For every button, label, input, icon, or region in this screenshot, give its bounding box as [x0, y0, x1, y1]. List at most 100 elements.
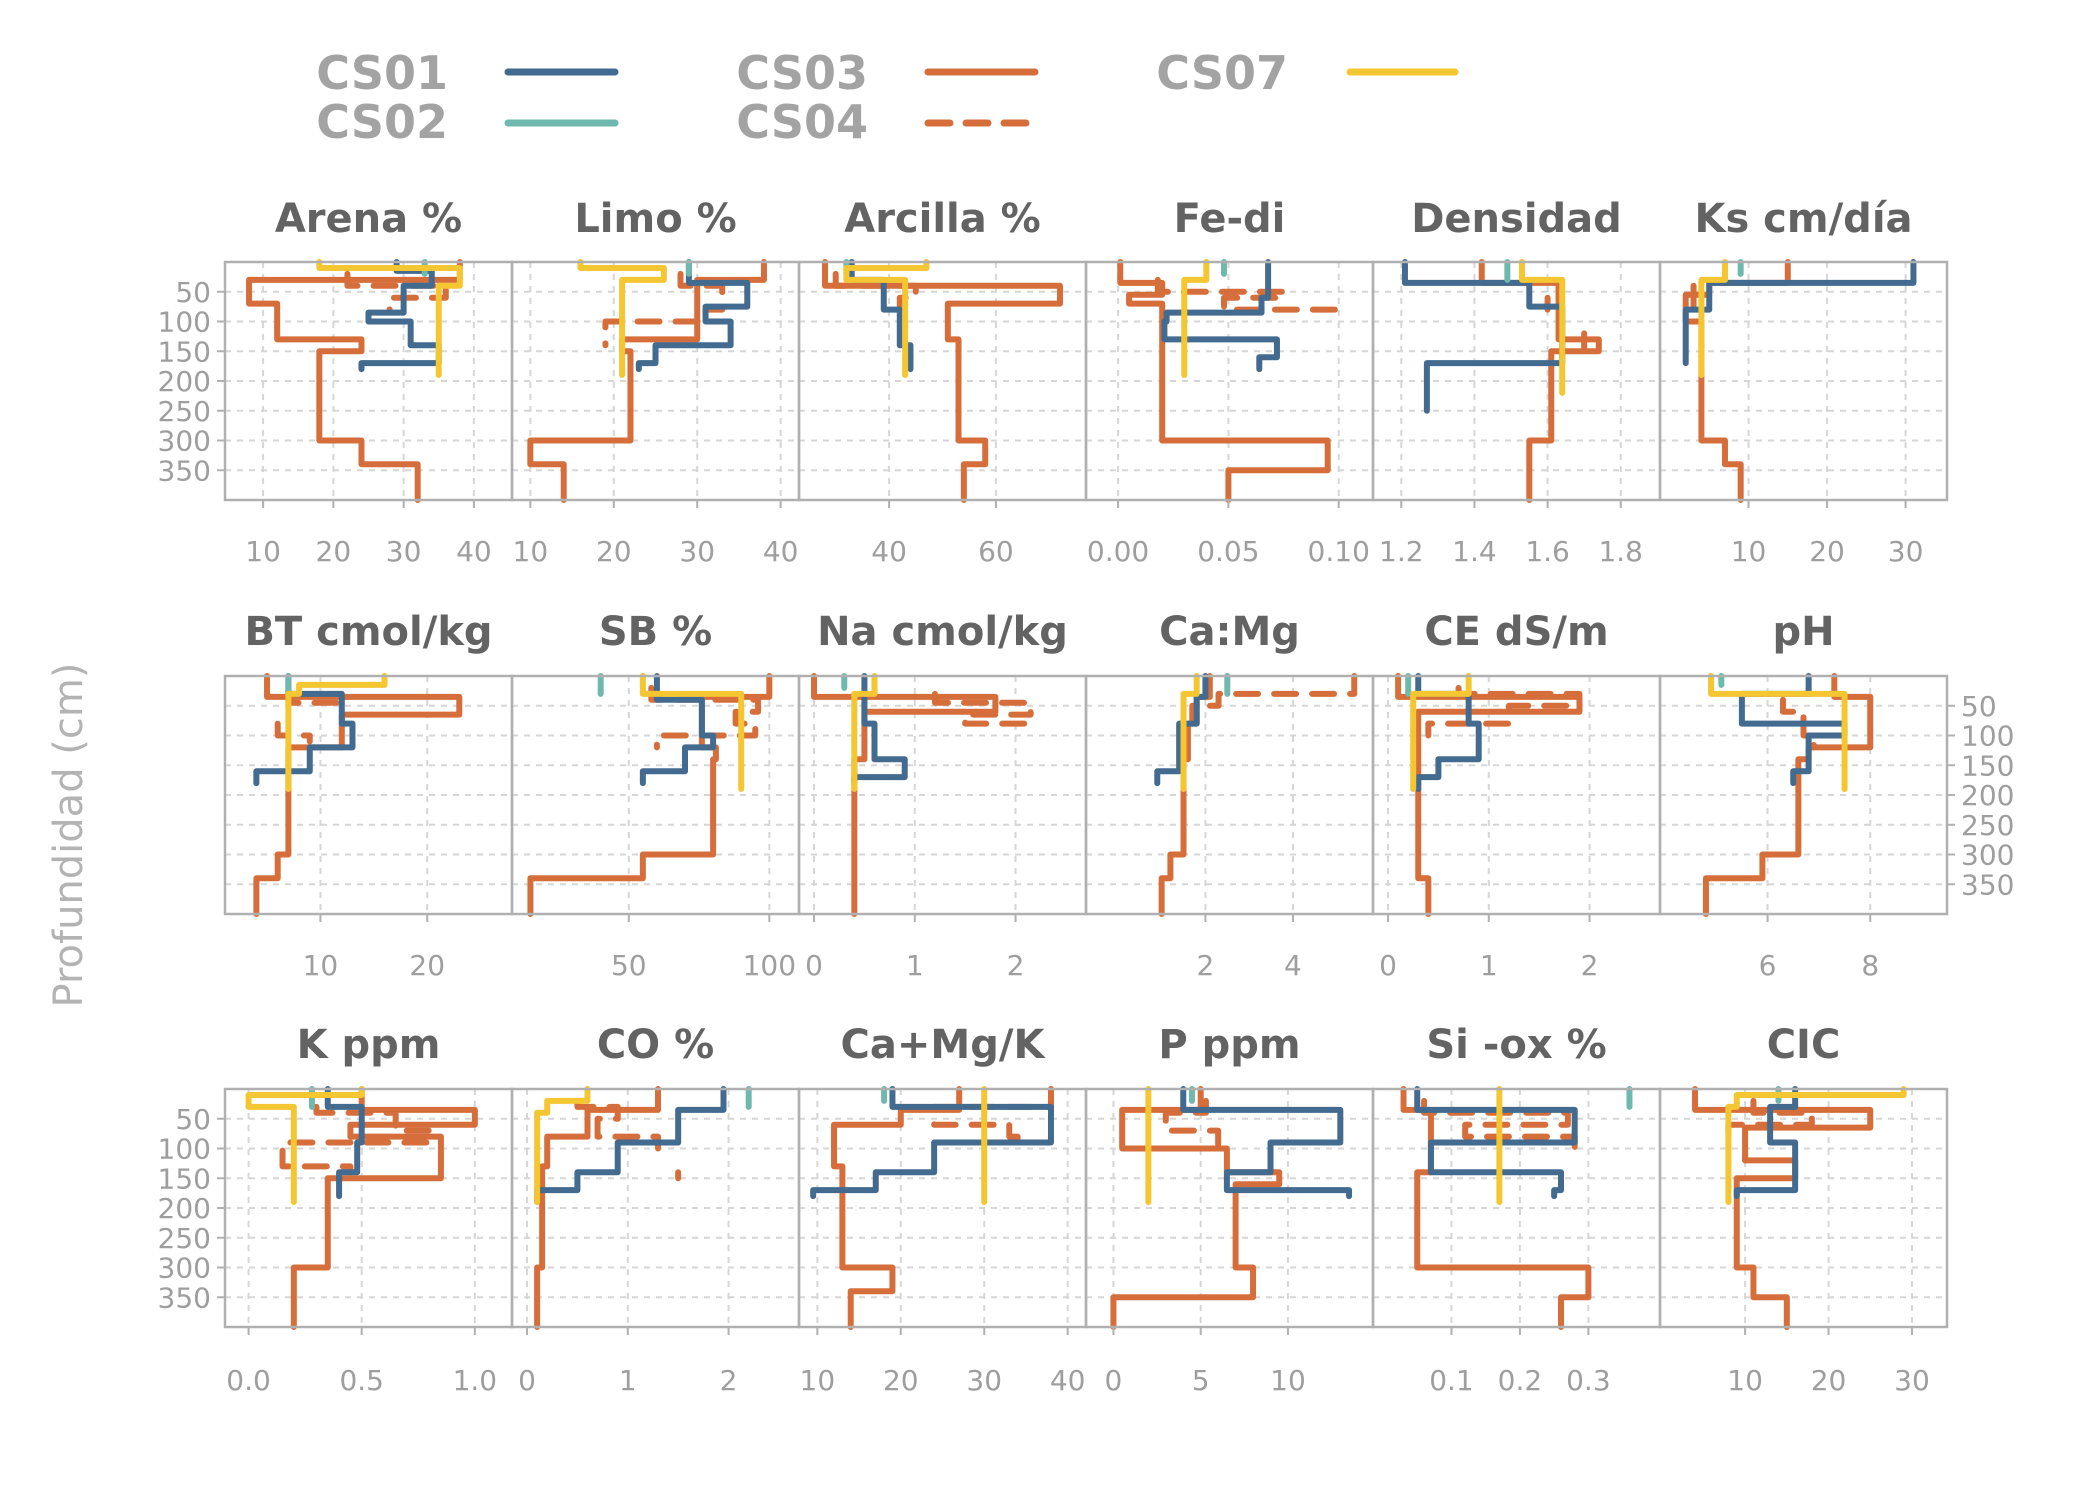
x-tick-label: 1.4: [1452, 535, 1497, 568]
legend-item-cs01: CS01: [316, 46, 619, 100]
series-line-cs01: [253, 673, 356, 787]
y-tick-label: 300: [158, 1252, 211, 1285]
series-line-cs01: [1414, 1086, 1578, 1200]
series-line-cs07: [851, 673, 878, 793]
x-tick-label: 1.2: [1379, 535, 1424, 568]
x-tick-label: 1: [1480, 949, 1498, 982]
series-line-cs03: [246, 259, 463, 503]
x-tick-label: 10: [245, 535, 281, 568]
x-tick-label: 0: [518, 1364, 536, 1397]
y-tick-label: 250: [1961, 809, 2014, 842]
panel-title: Arcilla %: [844, 196, 1041, 242]
panel-title: Densidad: [1411, 196, 1622, 242]
y-tick-label: 250: [158, 395, 211, 428]
panel-1: Limo % 10 20 30 40: [510, 196, 801, 568]
x-tick-label: 40: [763, 535, 799, 568]
series-line-cs07: [577, 259, 667, 379]
x-tick-label: 20: [316, 535, 352, 568]
series-line-cs01: [639, 673, 717, 787]
panel-title: BT cmol/kg: [244, 609, 492, 655]
series-line-cs04: [344, 270, 449, 313]
y-tick-label: 350: [158, 454, 211, 487]
y-tick-label: 200: [158, 1192, 211, 1225]
panel-title: CIC: [1767, 1022, 1841, 1068]
x-tick-label: 60: [978, 535, 1014, 568]
y-tick-label: 200: [1961, 779, 2014, 812]
series-line-cs01: [1401, 259, 1566, 414]
x-tick-label: 30: [1888, 535, 1924, 568]
series-line-cs01: [534, 1086, 727, 1206]
panel-title: K ppm: [297, 1022, 441, 1068]
series-line-cs07: [316, 259, 463, 379]
x-tick-label: 5: [1192, 1364, 1210, 1397]
panel-title: CO %: [597, 1022, 714, 1068]
series-line-cs03: [1110, 1086, 1283, 1330]
series-line-cs01: [1161, 259, 1280, 373]
x-tick-label: 2: [1007, 949, 1025, 982]
series-line-cs03: [290, 1086, 478, 1330]
panel-15: P ppm 0 5 10: [1084, 1022, 1375, 1397]
series-line-cs07: [1725, 1086, 1907, 1206]
series-line-cs07: [1410, 673, 1472, 793]
y-tick-label: 250: [158, 1222, 211, 1255]
x-tick-label: 1.0: [453, 1364, 498, 1397]
series-line-cs07: [843, 259, 930, 379]
panel-7: SB % 50 100: [510, 609, 801, 982]
x-tick-label: 10: [1727, 1364, 1763, 1397]
x-tick-label: 0.5: [339, 1364, 384, 1397]
series-line-cs07: [245, 1086, 365, 1206]
series-line-cs07: [1180, 673, 1200, 793]
series-line-cs03: [1702, 673, 1874, 917]
panel-2: Arcilla % 40 60: [797, 196, 1088, 568]
x-tick-label: 0.00: [1087, 535, 1149, 568]
series-line-cs04: [574, 1097, 682, 1182]
y-tick-label: 150: [1961, 749, 2014, 782]
panel-13: CO % 0 1 2: [510, 1022, 801, 1397]
x-tick-label: 4: [1284, 949, 1302, 982]
x-tick-label: 2: [1197, 949, 1215, 982]
series-line-cs07: [534, 1086, 591, 1206]
y-tick-label: 100: [158, 306, 211, 339]
panel-title: P ppm: [1158, 1022, 1300, 1068]
legend-item-cs03: CS03: [736, 46, 1039, 100]
series-line-cs01: [810, 1086, 1054, 1200]
legend-item-cs02: CS02: [316, 95, 619, 149]
series-line-cs01: [324, 1086, 365, 1200]
series-line-cs03: [822, 259, 1063, 503]
x-tick-label: 20: [1809, 535, 1845, 568]
x-tick-label: 10: [1270, 1364, 1306, 1397]
x-tick-label: 30: [386, 535, 422, 568]
series-line-cs01: [635, 259, 751, 373]
x-tick-label: 40: [456, 535, 492, 568]
panel-14: Ca+Mg/K 10 20 30 40: [797, 1022, 1088, 1397]
x-tick-label: 0.05: [1197, 535, 1259, 568]
panel-title: Ks cm/día: [1694, 196, 1912, 242]
panel-6: BT cmol/kg 10 20: [223, 609, 514, 982]
x-tick-label: 10: [303, 949, 339, 982]
y-tick-label: 300: [1961, 839, 2014, 872]
series-line-cs07: [1518, 259, 1566, 396]
series-line-cs03: [534, 1086, 662, 1330]
legend-label: CS02: [316, 95, 448, 149]
legend-label: CS07: [1156, 46, 1288, 100]
panel-title: CE dS/m: [1424, 609, 1608, 655]
series-line-cs07: [1698, 259, 1728, 379]
x-tick-label: 1.6: [1525, 535, 1570, 568]
y-tick-label: 50: [1961, 690, 1997, 723]
x-tick-label: 30: [679, 535, 715, 568]
panel-10: CE dS/m 0 1 2: [1371, 609, 1662, 982]
x-tick-label: 30: [966, 1364, 1002, 1397]
x-tick-label: 0: [1105, 1364, 1123, 1397]
panel-9: Ca:Mg 2 4: [1084, 609, 1375, 982]
panel-title: Fe-di: [1174, 196, 1286, 242]
x-tick-label: 40: [871, 535, 907, 568]
panel-title: Ca:Mg: [1159, 609, 1300, 655]
panel-5: Ks cm/día 10 20 30: [1658, 196, 1949, 568]
x-tick-label: 10: [800, 1364, 836, 1397]
x-tick-label: 0.2: [1498, 1364, 1543, 1397]
x-tick-label: 50: [611, 949, 647, 982]
x-tick-label: 100: [743, 949, 796, 982]
series-line-cs01: [1733, 1086, 1799, 1200]
series-line-cs01: [1682, 259, 1917, 367]
